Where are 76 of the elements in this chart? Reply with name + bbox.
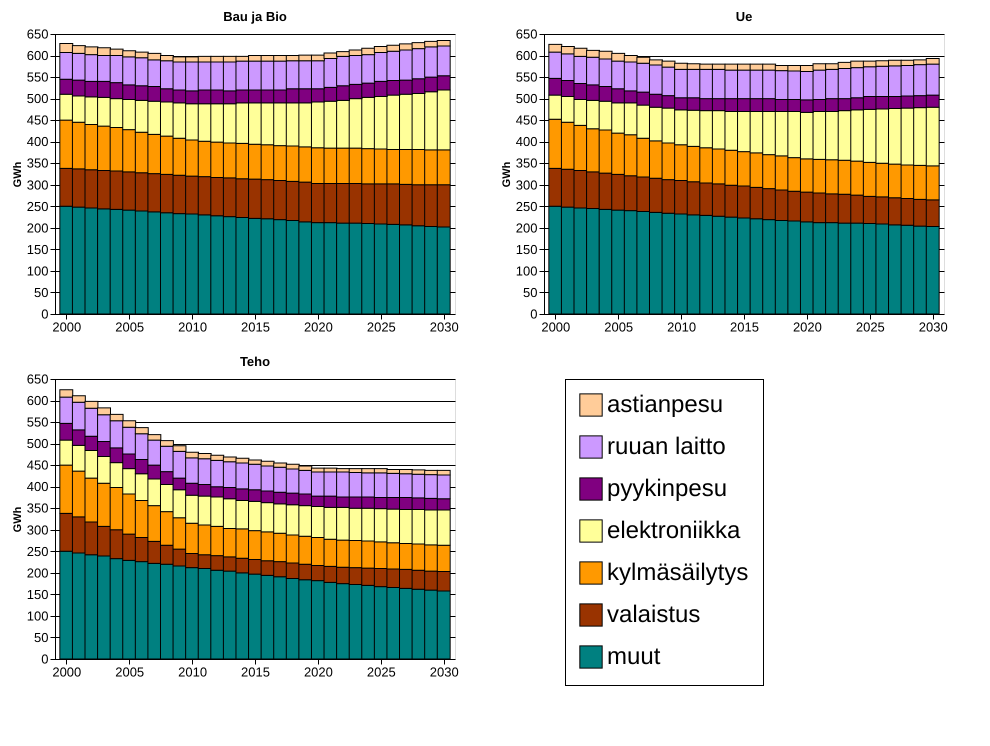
x-tick-label: 2020: [304, 320, 333, 334]
x-tick-label: 2015: [730, 320, 759, 334]
x-tick-label: 2000: [52, 320, 82, 334]
y-tick-label: 300: [516, 177, 538, 192]
legend-label: muut: [607, 643, 661, 670]
y-axis-title: GWh: [12, 161, 24, 188]
y-tick-label: 450: [26, 112, 48, 128]
x-tick-label: 2000: [541, 320, 570, 334]
y-tick-label: 250: [516, 198, 538, 214]
y-tick-label: 100: [26, 263, 48, 278]
legend-label: kylmäsäilytys: [607, 559, 748, 586]
y-tick-label: 50: [34, 284, 48, 300]
y-tick-label: 550: [516, 70, 538, 85]
y-tick-label: 200: [26, 565, 48, 580]
y-axis-title: GWh: [500, 161, 513, 188]
x-tick-label: 2020: [304, 664, 333, 680]
y-tick-label: 200: [26, 220, 48, 236]
y-tick-label: 250: [26, 544, 48, 559]
legend-label: valaistus: [607, 601, 700, 628]
y-tick-label: 500: [26, 91, 48, 106]
x-tick-label: 2010: [178, 664, 208, 680]
x-tick-label: 2025: [366, 664, 396, 680]
y-tick-label: 400: [26, 134, 48, 150]
y-tick-label: 300: [26, 522, 48, 538]
y-tick-label: 350: [26, 156, 48, 171]
x-tick-label: 2000: [52, 664, 82, 680]
legend-label: elektroniikka: [607, 517, 742, 544]
legend-label: pyykinpesu: [607, 475, 728, 502]
x-tick-label: 2015: [241, 664, 270, 680]
y-tick-label: 150: [26, 242, 48, 257]
x-tick-label: 2010: [178, 320, 208, 334]
x-tick-label: 2005: [604, 320, 634, 334]
x-tick-label: 2030: [918, 320, 948, 334]
y-tick-label: 600: [26, 393, 48, 408]
y-tick-label: 500: [26, 436, 48, 452]
y-tick-label: 150: [516, 242, 538, 257]
y-tick-label: 550: [26, 70, 48, 85]
chart-title: Bau ja Bio: [223, 9, 287, 24]
y-tick-label: 100: [516, 263, 538, 278]
chart-title: Teho: [240, 354, 270, 369]
x-tick-label: 2015: [241, 320, 270, 334]
x-tick-label: 2005: [115, 320, 144, 334]
y-tick-label: 650: [26, 26, 48, 42]
chart-title: Ue: [736, 9, 752, 24]
y-tick-label: 50: [34, 630, 48, 645]
y-tick-label: 0: [530, 306, 538, 322]
x-tick-label: 2025: [366, 320, 396, 334]
y-tick-label: 400: [26, 479, 48, 494]
legend-label: astianpesu: [607, 391, 724, 418]
x-tick-label: 2030: [430, 664, 459, 680]
x-tick-label: 2010: [667, 320, 696, 334]
y-tick-label: 0: [41, 652, 48, 666]
y-tick-label: 600: [26, 48, 48, 64]
x-tick-label: 2030: [430, 320, 459, 334]
y-tick-label: 600: [516, 48, 538, 64]
y-tick-label: 450: [516, 112, 538, 128]
x-tick-label: 2020: [792, 320, 822, 334]
y-tick-label: 650: [26, 372, 48, 386]
y-tick-label: 500: [516, 91, 538, 106]
y-tick-label: 0: [41, 306, 48, 322]
y-tick-label: 150: [26, 586, 48, 602]
x-tick-label: 2025: [856, 320, 885, 334]
y-tick-label: 450: [26, 458, 48, 473]
y-tick-label: 400: [516, 134, 538, 150]
y-tick-label: 50: [523, 284, 538, 300]
y-tick-label: 200: [516, 220, 538, 236]
x-tick-label: 2005: [115, 664, 144, 680]
y-tick-label: 350: [26, 500, 48, 516]
y-axis-title: GWh: [12, 506, 24, 532]
y-tick-label: 550: [26, 414, 48, 430]
y-tick-label: 250: [26, 198, 48, 214]
legend-label: ruuan laitto: [607, 433, 726, 460]
y-tick-label: 300: [26, 177, 48, 192]
y-tick-label: 100: [26, 608, 48, 624]
y-tick-label: 650: [516, 26, 538, 42]
y-tick-label: 350: [516, 156, 538, 171]
